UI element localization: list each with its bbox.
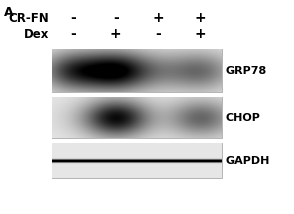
Text: -: - [70,11,76,25]
Text: -: - [155,27,161,41]
Text: CHOP: CHOP [226,113,261,122]
Text: +: + [152,11,164,25]
Text: -: - [70,27,76,41]
Text: -: - [113,11,118,25]
Text: A: A [4,6,14,19]
Text: +: + [110,27,121,41]
Text: CR-FN: CR-FN [8,12,49,24]
Text: +: + [195,27,207,41]
Text: GRP78: GRP78 [226,65,267,76]
Text: GAPDH: GAPDH [226,156,270,165]
Text: Dex: Dex [24,28,49,40]
Bar [52,49,222,92]
Bar [52,143,222,178]
Text: +: + [195,11,207,25]
Bar [52,97,222,138]
